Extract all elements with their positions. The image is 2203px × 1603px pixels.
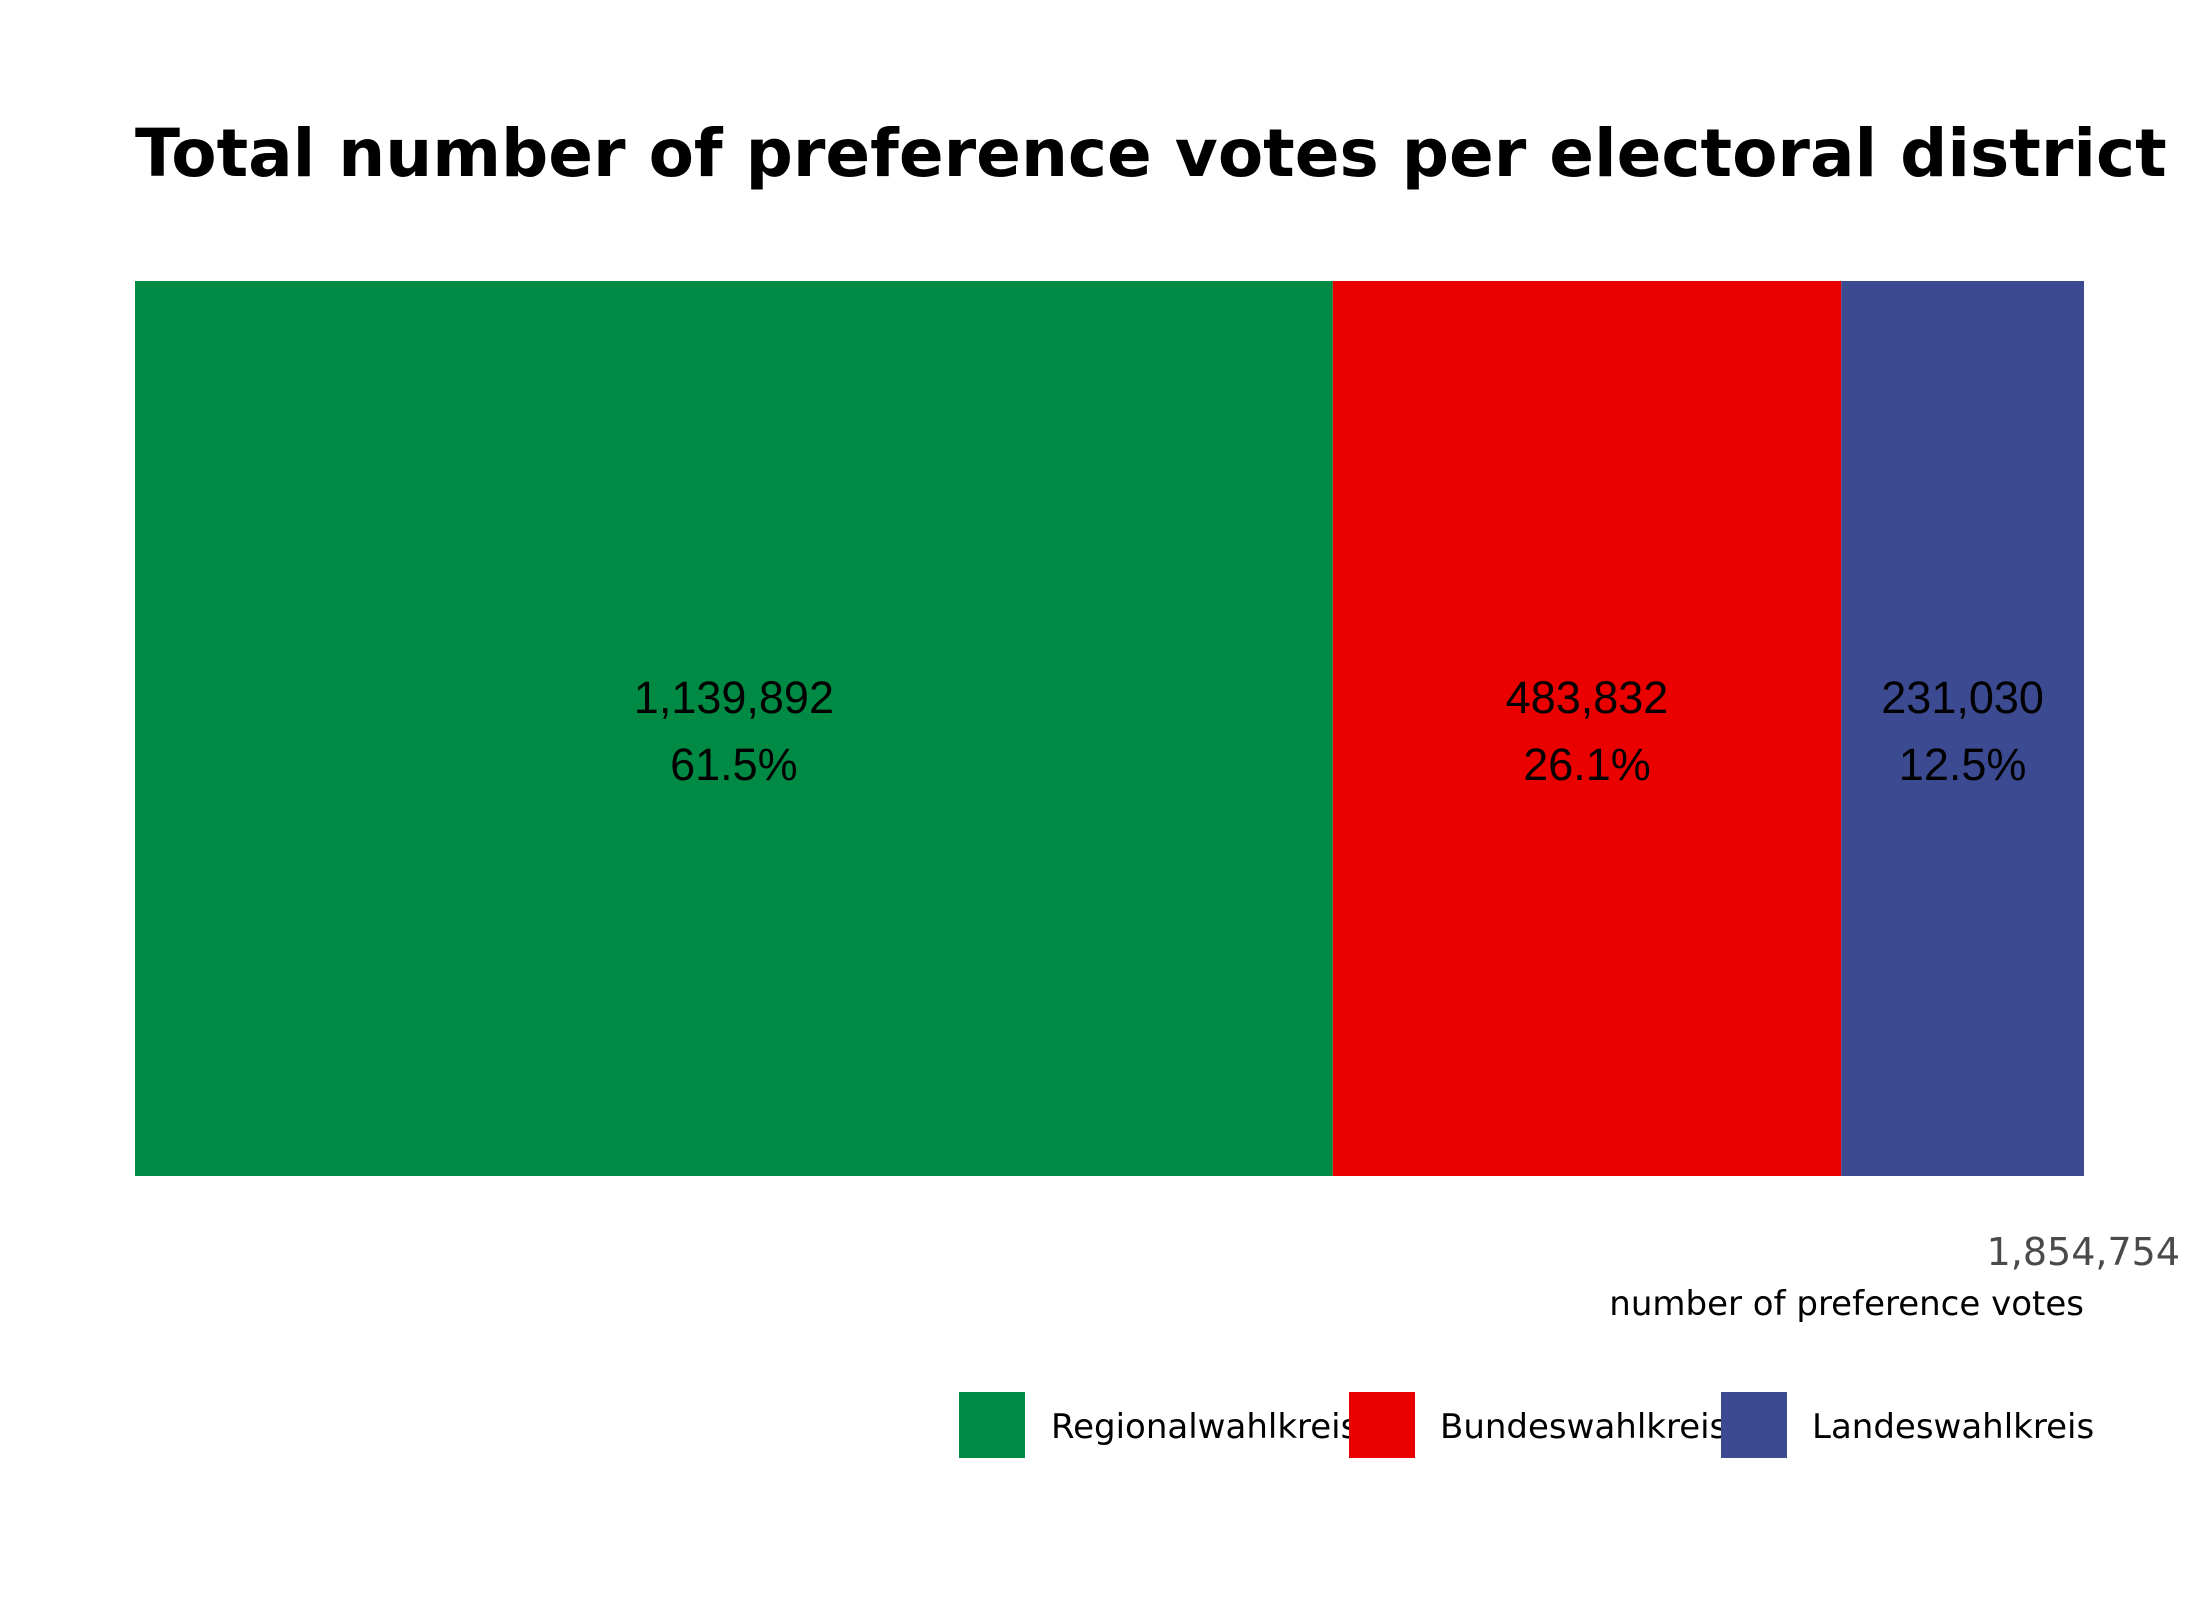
segment-value-label-0: 1,139,892: [634, 672, 834, 723]
legend-swatch-0: [959, 1392, 1025, 1458]
legend-swatch-2: [1721, 1392, 1787, 1458]
segment-value-label-1: 483,832: [1506, 672, 1669, 723]
bar-segment-2: [1841, 281, 2084, 1176]
segment-value-label-2: 231,030: [1881, 672, 2044, 723]
x-axis-title: number of preference votes: [1609, 1284, 2084, 1324]
segment-percent-label-1: 26.1%: [1523, 739, 1651, 790]
segment-percent-label-2: 12.5%: [1899, 739, 2027, 790]
bar-segment-1: [1332, 281, 1842, 1176]
segment-labels: 1,139,892 61.5% 483,832 26.1% 231,030 12.5%: [634, 672, 2044, 790]
bar-segment-0: [135, 281, 1333, 1176]
chart-title: Total number of preference votes per ele…: [135, 115, 2167, 192]
legend-label-0: Regionalwahlkreis: [1051, 1407, 1358, 1447]
legend-swatch-1: [1349, 1392, 1415, 1458]
stacked-bar: [135, 281, 2084, 1176]
legend-label-1: Bundeswahlkreis: [1440, 1407, 1727, 1447]
total-label: 1,854,754: [1987, 1230, 2180, 1274]
legend-label-2: Landeswahlkreis: [1812, 1407, 2094, 1447]
segment-percent-label-0: 61.5%: [670, 739, 798, 790]
legend: Regionalwahlkreis Bundeswahlkreis Landeswa…: [959, 1392, 2094, 1458]
